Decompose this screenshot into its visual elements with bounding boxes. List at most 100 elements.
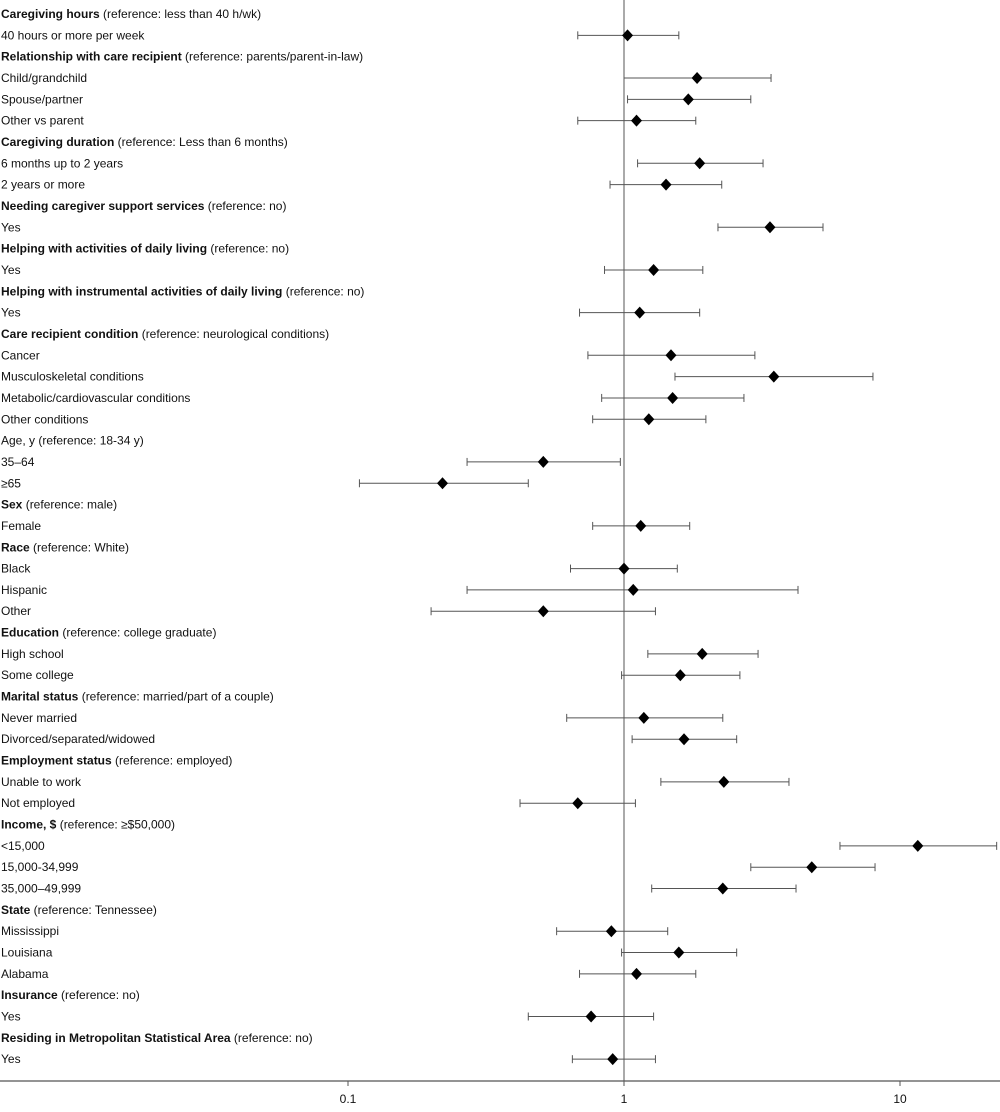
row-label: Helping with instrumental activities of … [1, 284, 364, 298]
group-heading: Sex [1, 498, 23, 512]
row-label-text: Female [1, 519, 41, 533]
odds-ratio-marker [764, 221, 776, 234]
row-label-text: Yes [1, 263, 21, 277]
odds-ratio-marker [717, 882, 729, 895]
odds-ratio-marker [572, 797, 584, 810]
row-label: High school [1, 647, 64, 661]
odds-ratio-marker [643, 413, 655, 426]
row-label: 2 years or more [1, 178, 85, 192]
row-label-text: Age, y (reference: 18-34 y) [1, 434, 144, 448]
row-label: Metabolic/cardiovascular conditions [1, 391, 190, 405]
odds-ratio-marker [682, 93, 694, 106]
odds-ratio-marker [635, 519, 647, 532]
group-heading: Marital status [1, 690, 79, 704]
odds-ratio-marker [585, 1010, 597, 1023]
odds-ratio-marker [912, 839, 924, 852]
row-label: 6 months up to 2 years [1, 156, 123, 170]
row-label: Cancer [1, 348, 40, 362]
group-heading: Relationship with care recipient [1, 50, 182, 64]
row-label: Some college [1, 668, 74, 682]
row-label: Child/grandchild [1, 71, 87, 85]
row-label: Caregiving hours (reference: less than 4… [1, 7, 261, 21]
row-label-text: Not employed [1, 796, 75, 810]
row-label-text: (reference: no) [282, 284, 364, 298]
row-label-text: ≥65 [1, 476, 21, 490]
x-tick-label: 0.1 [340, 1092, 357, 1106]
odds-ratio-marker [660, 178, 672, 191]
row-label: Other conditions [1, 412, 88, 426]
row-label-text: Alabama [1, 967, 49, 981]
odds-ratio-marker [665, 349, 677, 362]
row-label: Income, $ (reference: ≥$50,000) [1, 818, 175, 832]
row-label: Not employed [1, 796, 75, 810]
odds-ratio-marker [678, 733, 690, 746]
row-label-text: 40 hours or more per week [1, 28, 145, 42]
odds-ratio-marker [648, 263, 660, 276]
row-label: Yes [1, 220, 21, 234]
row-label: Never married [1, 711, 77, 725]
row-label-text: Spouse/partner [1, 92, 83, 106]
row-label: Spouse/partner [1, 92, 83, 106]
row-label-text: (reference: less than 40 h/wk) [100, 7, 261, 21]
row-label: Unable to work [1, 775, 82, 789]
group-heading: Employment status [1, 754, 112, 768]
odds-ratio-marker [631, 967, 643, 980]
group-heading: Helping with activities of daily living [1, 242, 207, 256]
row-label-text: <15,000 [1, 839, 45, 853]
row-label-text: (reference: no) [207, 242, 289, 256]
row-label: 35,000–49,999 [1, 882, 81, 896]
row-label: Alabama [1, 967, 49, 981]
row-label: ≥65 [1, 476, 21, 490]
row-label: Yes [1, 263, 21, 277]
row-label: Other vs parent [1, 114, 84, 128]
odds-ratio-marker [622, 29, 634, 42]
row-label-text: Yes [1, 220, 21, 234]
row-label-text: 6 months up to 2 years [1, 156, 123, 170]
row-label-text: (reference: male) [22, 498, 117, 512]
odds-ratio-marker [605, 925, 617, 938]
row-label-text: (reference: Less than 6 months) [114, 135, 287, 149]
row-label-text: (reference: college graduate) [59, 626, 216, 640]
odds-ratio-marker [696, 647, 708, 660]
row-label: Musculoskeletal conditions [1, 370, 144, 384]
row-label: Yes [1, 1010, 21, 1024]
row-label-text: Other conditions [1, 412, 88, 426]
odds-ratio-marker [638, 711, 650, 724]
row-label: Hispanic [1, 583, 47, 597]
group-heading: State [1, 903, 31, 917]
row-label: Age, y (reference: 18-34 y) [1, 434, 144, 448]
x-tick-label: 1 [621, 1092, 628, 1106]
odds-ratio-marker [694, 157, 706, 170]
odds-ratio-marker [634, 306, 646, 319]
row-label-text: Black [1, 562, 31, 576]
row-label-text: Some college [1, 668, 74, 682]
odds-ratio-marker [618, 562, 630, 575]
row-label-text: (reference: Tennessee) [30, 903, 157, 917]
odds-ratio-marker [768, 370, 780, 383]
row-label: Race (reference: White) [1, 540, 129, 554]
row-label: Yes [1, 306, 21, 320]
odds-ratio-marker [537, 605, 549, 618]
group-heading: Needing caregiver support services [1, 199, 205, 213]
row-label: Employment status (reference: employed) [1, 754, 232, 768]
row-label-text: Yes [1, 1010, 21, 1024]
row-label: Other [1, 604, 31, 618]
row-label-text: Metabolic/cardiovascular conditions [1, 391, 190, 405]
odds-ratio-marker [607, 1053, 619, 1066]
row-label-text: Musculoskeletal conditions [1, 370, 144, 384]
row-label: State (reference: Tennessee) [1, 903, 157, 917]
row-label-text: Unable to work [1, 775, 82, 789]
group-heading: Income, $ [1, 818, 57, 832]
row-label-text: (reference: no) [231, 1031, 313, 1045]
row-label-text: (reference: White) [30, 540, 129, 554]
group-heading: Race [1, 540, 30, 554]
row-label-text: Louisiana [1, 946, 53, 960]
group-heading: Caregiving duration [1, 135, 114, 149]
row-label: Residing in Metropolitan Statistical Are… [1, 1031, 313, 1045]
row-label: 15,000-34,999 [1, 860, 79, 874]
row-label: 40 hours or more per week [1, 28, 145, 42]
x-tick-label: 10 [893, 1092, 907, 1106]
row-label: Divorced/separated/widowed [1, 732, 155, 746]
odds-ratio-marker [537, 455, 549, 468]
